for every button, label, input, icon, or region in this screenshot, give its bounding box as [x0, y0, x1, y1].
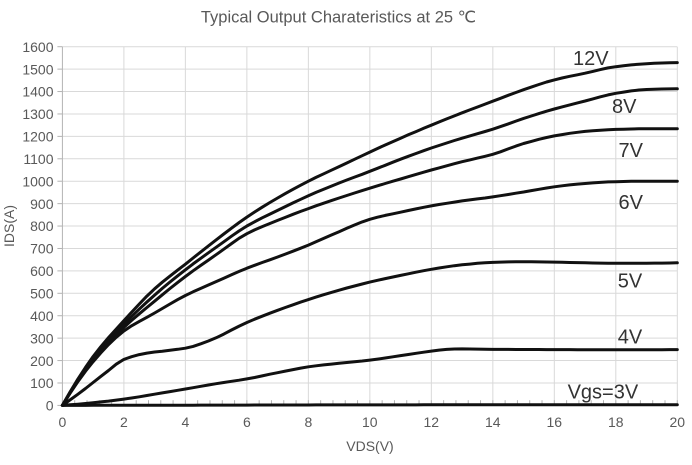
- svg-text:5V: 5V: [618, 271, 643, 293]
- svg-text:10: 10: [362, 414, 378, 430]
- svg-text:500: 500: [30, 286, 54, 302]
- svg-text:300: 300: [30, 330, 54, 346]
- svg-text:4V: 4V: [618, 327, 643, 349]
- svg-text:1300: 1300: [22, 106, 53, 122]
- svg-text:16: 16: [547, 414, 563, 430]
- svg-text:800: 800: [30, 218, 54, 234]
- svg-text:6V: 6V: [619, 192, 644, 214]
- svg-text:1500: 1500: [22, 61, 53, 77]
- svg-text:200: 200: [30, 353, 54, 369]
- svg-text:7V: 7V: [619, 140, 644, 162]
- svg-text:2: 2: [120, 414, 128, 430]
- svg-text:1100: 1100: [23, 151, 53, 167]
- svg-text:900: 900: [30, 196, 54, 212]
- svg-text:Typical Output Charateristics: Typical Output Charateristics at 25 ℃: [201, 9, 476, 27]
- svg-text:100: 100: [30, 375, 54, 391]
- svg-text:1200: 1200: [22, 129, 53, 145]
- svg-text:400: 400: [30, 308, 54, 324]
- svg-text:VDS(V): VDS(V): [346, 438, 393, 454]
- svg-text:12: 12: [424, 414, 440, 430]
- svg-text:IDS(A): IDS(A): [1, 205, 17, 247]
- svg-text:18: 18: [608, 414, 624, 430]
- svg-text:700: 700: [30, 241, 54, 257]
- svg-text:0: 0: [46, 398, 54, 414]
- svg-text:0: 0: [59, 414, 67, 430]
- svg-text:14: 14: [485, 414, 501, 430]
- svg-text:1600: 1600: [22, 39, 53, 55]
- svg-text:6: 6: [243, 414, 251, 430]
- svg-text:8V: 8V: [612, 96, 637, 118]
- svg-text:20: 20: [670, 414, 686, 430]
- svg-text:1400: 1400: [22, 84, 53, 100]
- svg-text:4: 4: [182, 414, 190, 430]
- svg-text:Vgs=3V: Vgs=3V: [568, 382, 639, 404]
- svg-text:8: 8: [305, 414, 313, 430]
- svg-text:1000: 1000: [22, 173, 53, 189]
- svg-text:600: 600: [30, 263, 54, 279]
- svg-text:12V: 12V: [573, 48, 609, 70]
